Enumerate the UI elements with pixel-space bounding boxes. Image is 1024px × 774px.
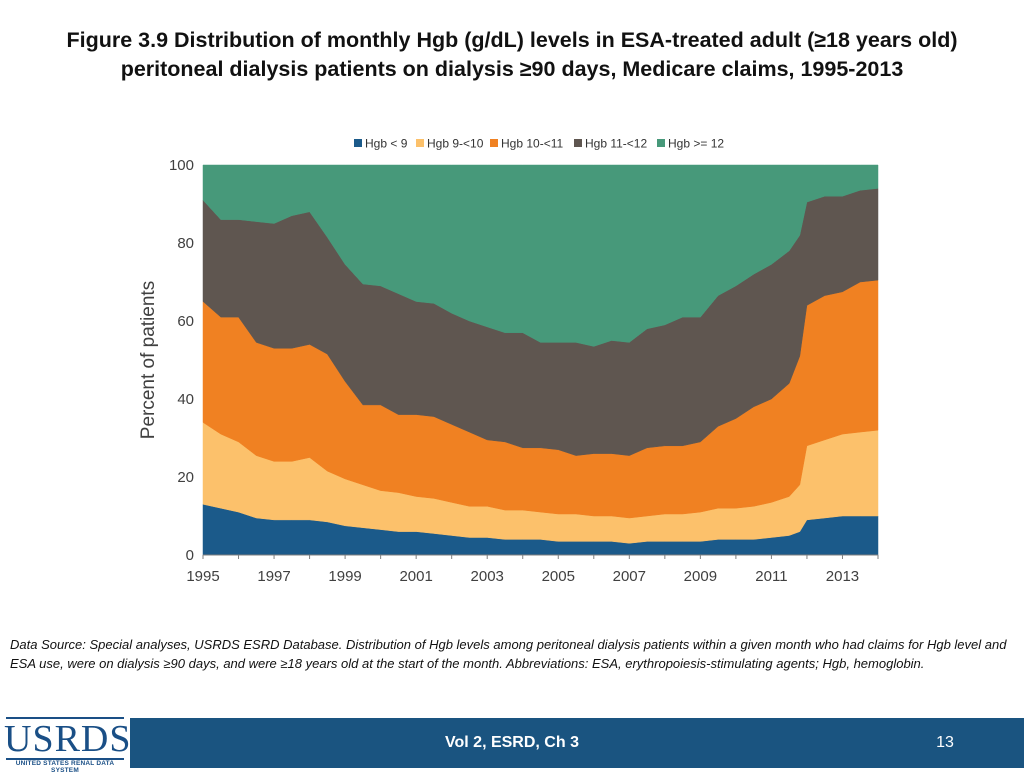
legend-item-2: Hgb 10-<11: [490, 137, 563, 151]
chart-title: Figure 3.9 Distribution of monthly Hgb (…: [66, 28, 958, 81]
page-number: 13: [936, 734, 954, 751]
footer-label: Vol 2, ESRD, Ch 3: [445, 734, 579, 751]
chart-axes: 1995 1997 1999 2001 2003 2005 2007 2009 2011 2013…: [169, 157, 879, 585]
y-tick-label: 0: [186, 547, 194, 564]
legend-swatch: [416, 139, 424, 147]
legend-label: Hgb 11-<12: [585, 137, 647, 151]
y-tick-label: 40: [177, 391, 194, 408]
x-tick-label: 2003: [471, 568, 504, 585]
legend-label: Hgb 10-<11: [501, 137, 563, 151]
legend-swatch: [657, 139, 665, 147]
legend-swatch: [574, 139, 582, 147]
legend-swatch: [490, 139, 498, 147]
x-tick-label: 1997: [257, 568, 290, 585]
logo-text: USRDS: [4, 718, 132, 760]
x-tick-label: 2013: [826, 568, 859, 585]
chart-areas: [202, 164, 879, 556]
x-tick-label: 2009: [684, 568, 717, 585]
chart: Hgb < 9 Hgb 9-<10 Hgb 10-<11 Hgb 11-<12 Hgb …: [138, 137, 879, 585]
x-tick-label: 1995: [186, 568, 219, 585]
usrds-logo: USRDS UNITED STATES RENAL DATA SYSTEM: [0, 714, 132, 774]
legend-item-0: Hgb < 9: [354, 137, 408, 151]
legend-item-4: Hgb >= 12: [657, 137, 724, 151]
y-tick-label: 20: [177, 469, 194, 486]
x-tick-label: 2005: [542, 568, 575, 585]
y-tick-label: 100: [169, 157, 194, 174]
legend-label: Hgb < 9: [365, 137, 408, 151]
legend-swatch: [354, 139, 362, 147]
legend-item-1: Hgb 9-<10: [416, 137, 484, 151]
data-source-note: Data Source: Special analyses, USRDS ESR…: [10, 637, 1007, 671]
logo-top-rule: [6, 717, 124, 719]
legend-label: Hgb >= 12: [668, 137, 724, 151]
footer-bar: [0, 718, 1024, 768]
x-tick-label: 1999: [328, 568, 361, 585]
x-tick-label: 2011: [755, 568, 787, 585]
chart-legend: Hgb < 9 Hgb 9-<10 Hgb 10-<11 Hgb 11-<12 Hgb …: [354, 137, 724, 151]
y-axis-title: Percent of patients: [138, 281, 159, 439]
y-tick-label: 60: [177, 313, 194, 330]
y-tick-label: 80: [177, 235, 194, 252]
x-tick-label: 2007: [613, 568, 646, 585]
legend-label: Hgb 9-<10: [427, 137, 484, 151]
legend-item-3: Hgb 11-<12: [574, 137, 647, 151]
area-series-4: [202, 164, 879, 347]
logo-bottom-rule: [6, 758, 124, 760]
x-tick-label: 2001: [399, 568, 432, 585]
logo-subtext: UNITED STATES RENAL DATA SYSTEM: [15, 760, 115, 774]
